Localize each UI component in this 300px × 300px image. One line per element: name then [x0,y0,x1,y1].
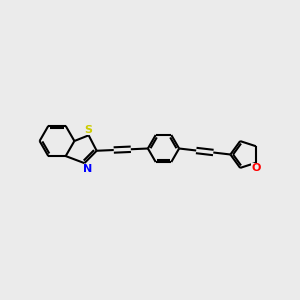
Text: N: N [83,164,92,174]
Text: O: O [251,163,261,173]
Text: S: S [84,125,92,135]
